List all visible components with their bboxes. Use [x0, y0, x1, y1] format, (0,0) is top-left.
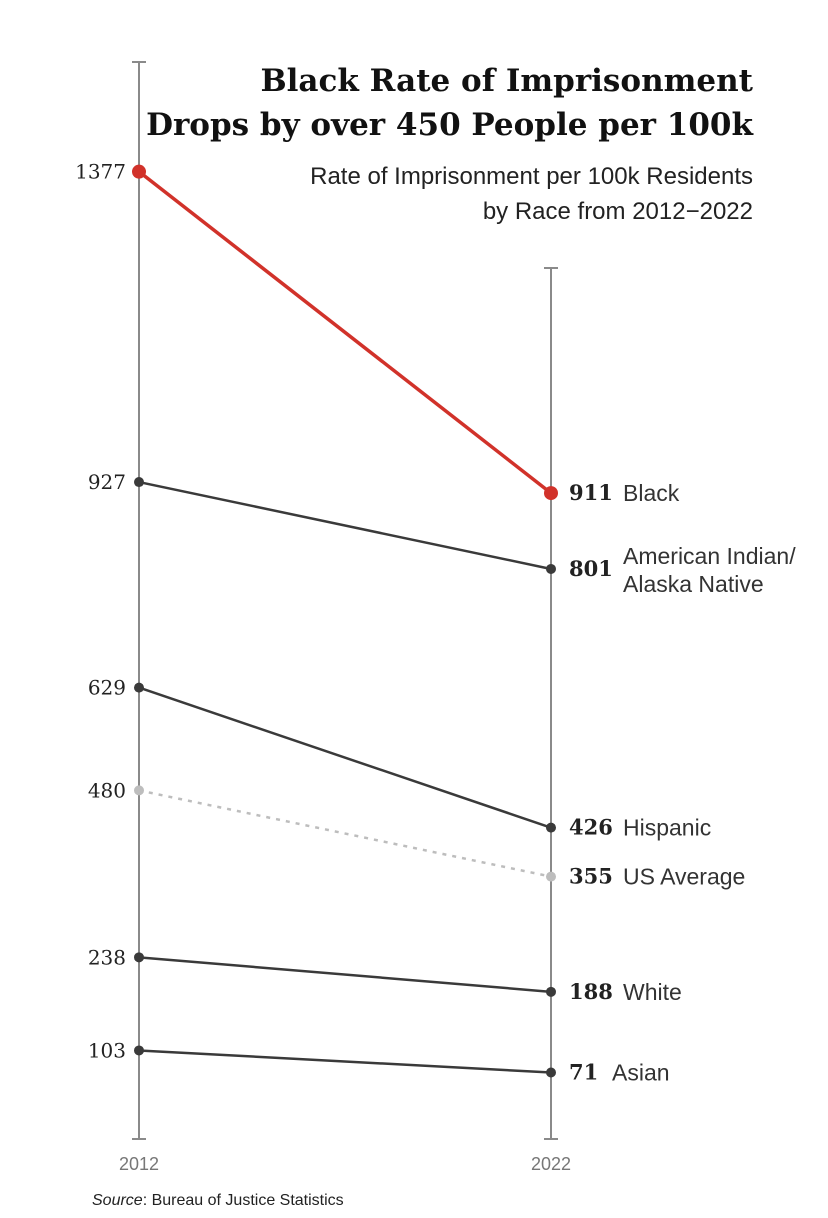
series-label-american-indian-alaska-native-line-1: American Indian/ — [623, 543, 796, 569]
chart-subtitle-line-2: by Race from 2012−2022 — [483, 198, 753, 225]
point-2022-hispanic — [546, 822, 556, 833]
value-2022-black: 911 — [569, 480, 613, 505]
value-2022-white: 188 — [569, 979, 613, 1004]
point-2012-hispanic — [134, 682, 144, 693]
value-2012-asian: 103 — [88, 1038, 126, 1062]
year-label-2022: 2022 — [531, 1154, 571, 1174]
chart-title-line-2: Drops by over 450 People per 100k — [146, 107, 754, 143]
value-2012-american-indian-alaska-native: 927 — [88, 470, 126, 494]
series-line-white — [138, 956, 552, 994]
series-label-white: White — [623, 979, 682, 1005]
value-2012-white: 238 — [88, 945, 126, 969]
source-text: : Bureau of Justice Statistics — [143, 1192, 344, 1209]
point-2012-black — [132, 164, 146, 179]
point-2022-us-average — [546, 871, 556, 882]
series-line-american-indian-alaska-native — [138, 480, 552, 571]
chart-title-line-1: Black Rate of Imprisonment — [260, 63, 753, 99]
series-label-us-average: US Average — [623, 864, 745, 890]
point-2022-american-indian-alaska-native — [546, 563, 556, 574]
value-2012-hispanic: 629 — [88, 676, 126, 700]
value-2022-american-indian-alaska-native: 801 — [569, 556, 613, 581]
series-label-asian: Asian — [612, 1060, 670, 1086]
point-2022-asian — [546, 1067, 556, 1078]
labels-layer: 2012 2022 1377 911 Black 927 801 American India… — [75, 160, 796, 1174]
series-line-black — [137, 170, 553, 495]
point-2012-white — [134, 952, 144, 963]
series-line-hispanic — [138, 686, 552, 829]
series-layer — [132, 164, 558, 1078]
point-2022-black — [544, 486, 558, 501]
source-note: Source: Bureau of Justice Statistics — [92, 1192, 344, 1209]
value-2012-us-average: 480 — [88, 778, 126, 802]
value-2012-black: 1377 — [75, 160, 126, 184]
point-2022-white — [546, 986, 556, 997]
series-line-asian — [138, 1049, 552, 1074]
value-2022-asian: 71 — [569, 1060, 598, 1085]
series-line-us-average — [138, 789, 552, 878]
series-label-black: Black — [623, 480, 680, 506]
source-prefix: Source — [92, 1192, 143, 1209]
chart-subtitle-line-1: Rate of Imprisonment per 100k Residents — [310, 163, 753, 190]
series-label-hispanic: Hispanic — [623, 815, 711, 841]
value-2022-us-average: 355 — [569, 864, 613, 889]
point-2012-asian — [134, 1045, 144, 1056]
value-2022-hispanic: 426 — [569, 815, 613, 840]
point-2012-us-average — [134, 785, 144, 796]
year-label-2012: 2012 — [119, 1154, 159, 1174]
point-2012-american-indian-alaska-native — [134, 477, 144, 488]
series-label-american-indian-alaska-native-line-2: Alaska Native — [623, 571, 764, 597]
